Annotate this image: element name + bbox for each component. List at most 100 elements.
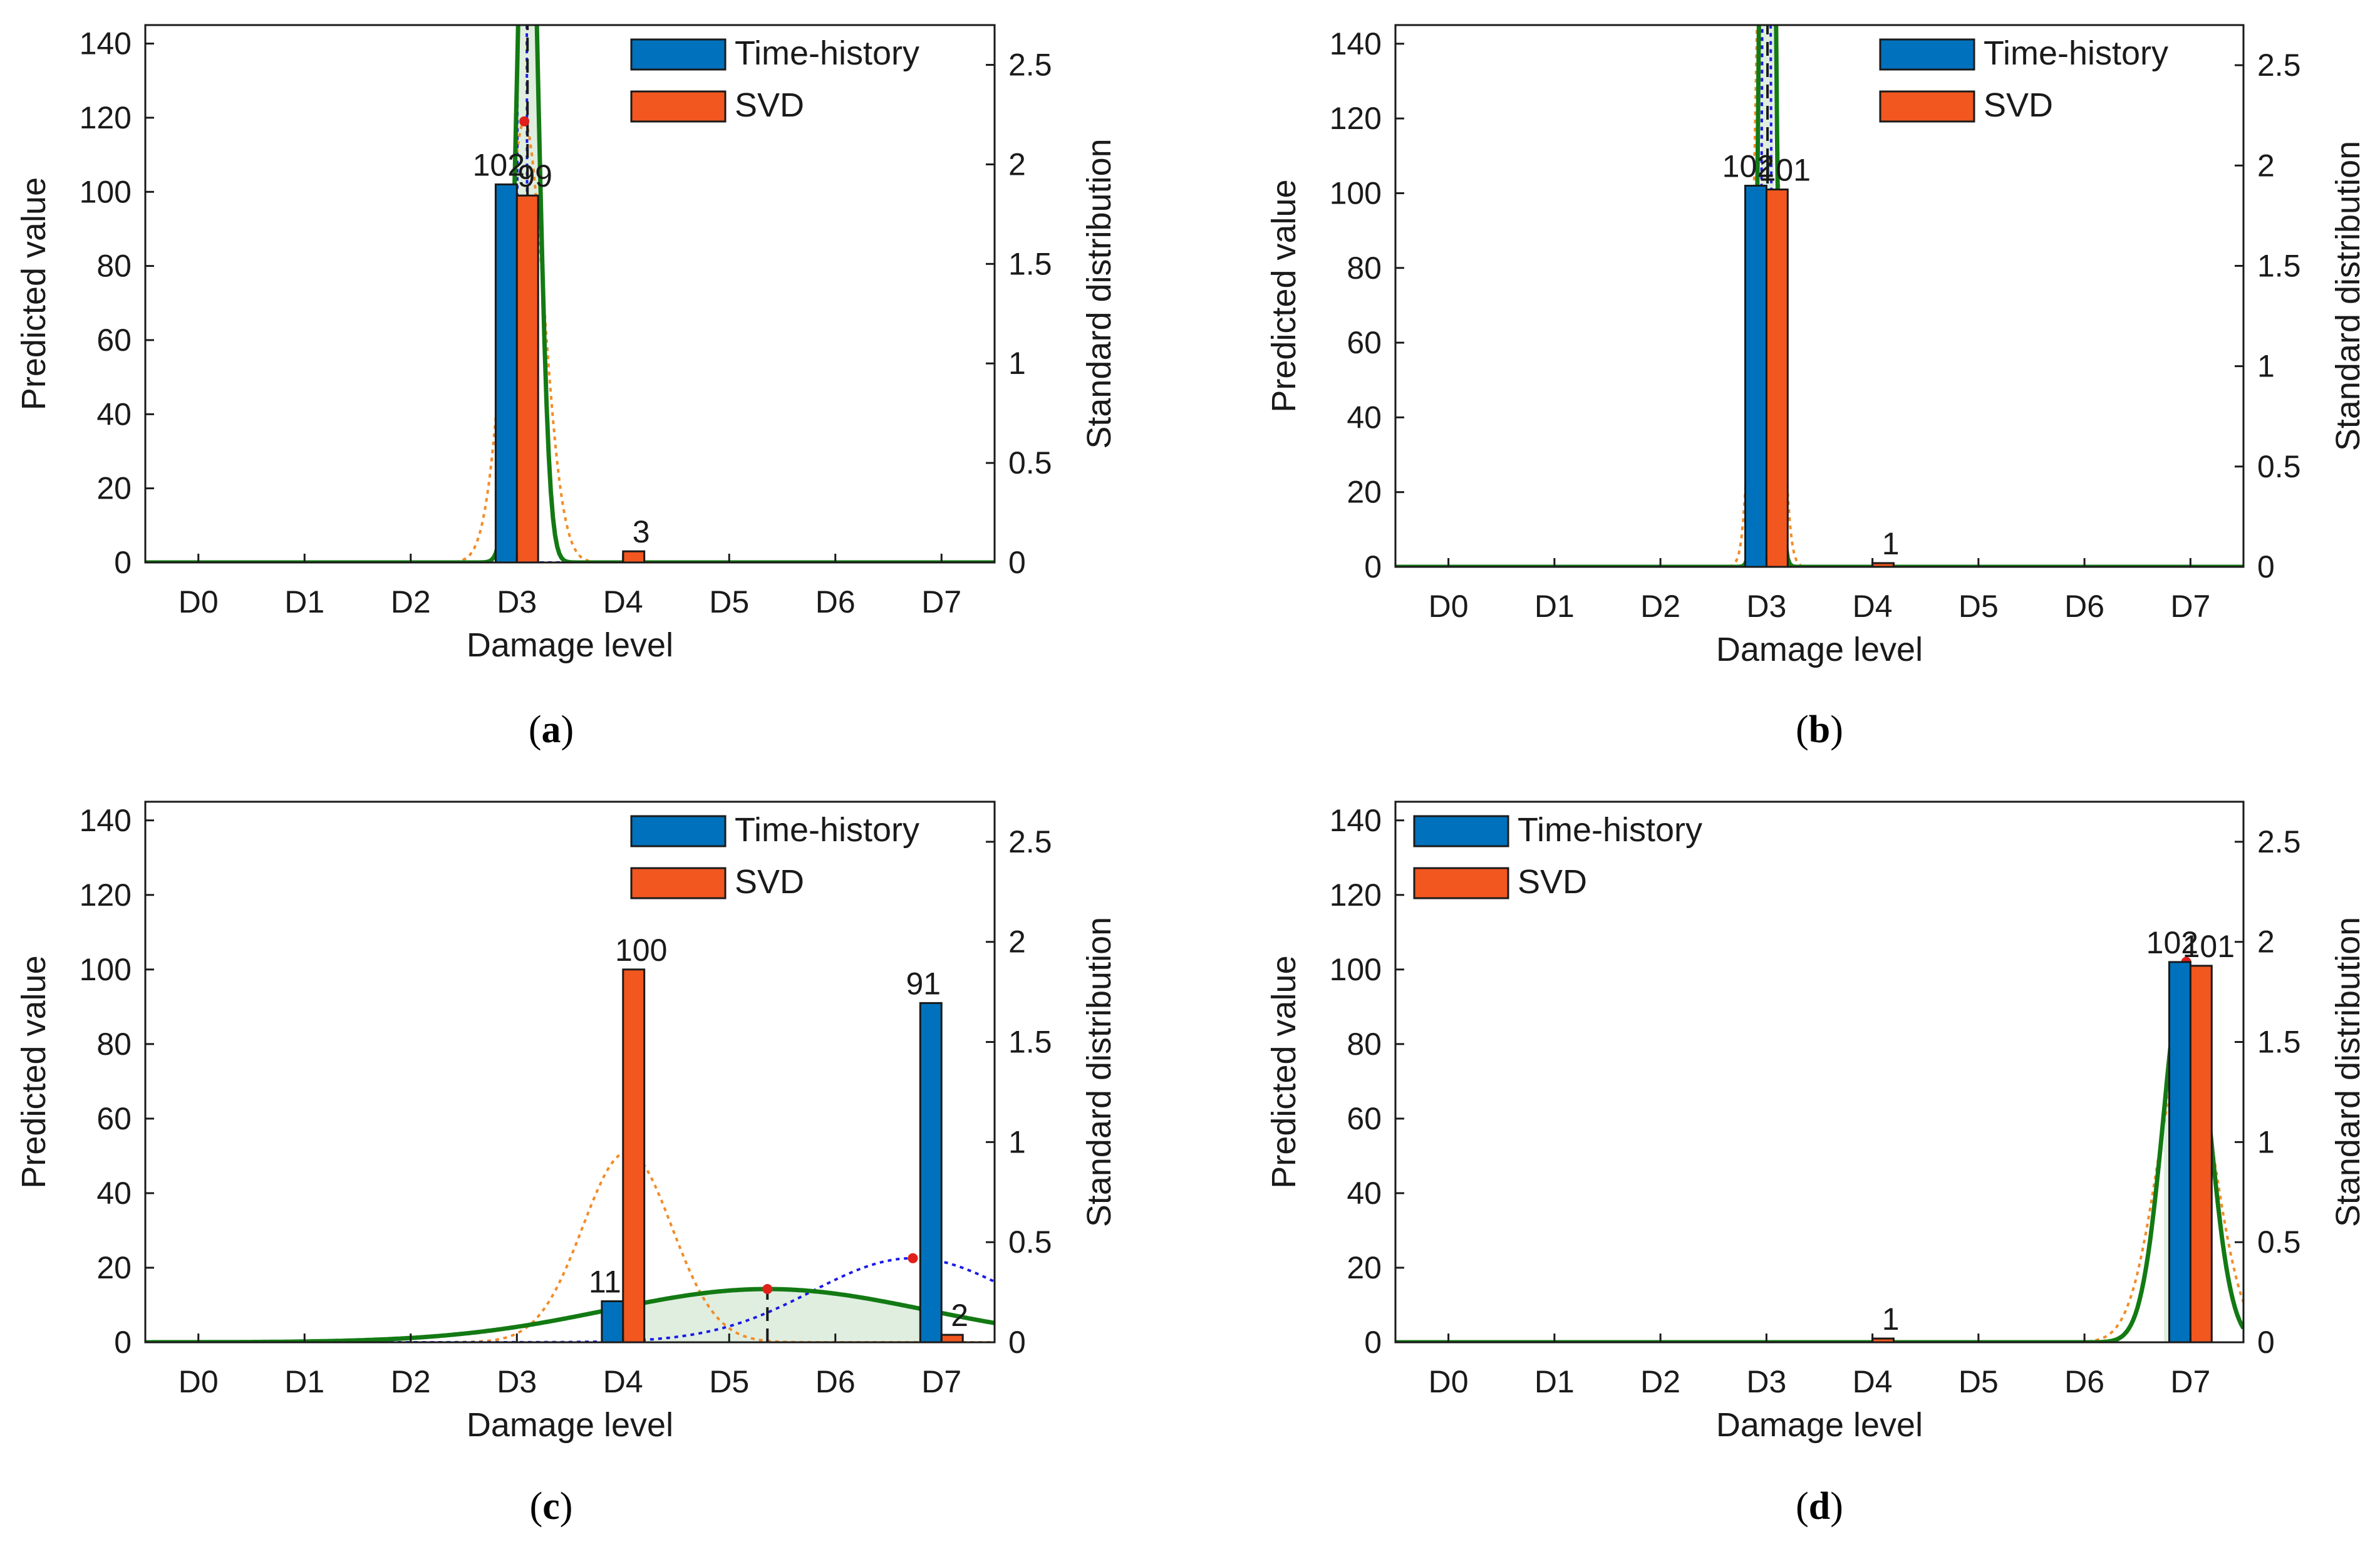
- axes-frame: [144, 800, 996, 1344]
- y-tick-label: 40: [1347, 400, 1382, 435]
- normal-distribution-curve: [1395, 959, 2243, 1342]
- y-tick-label: 140: [80, 26, 132, 61]
- y-tick-label: 20: [1347, 1250, 1382, 1285]
- legend-swatch-time-history: [630, 38, 727, 71]
- y-tick-label: 120: [80, 100, 132, 135]
- x-tick-label-D4: D4: [1853, 1364, 1893, 1399]
- y-tick-label: 80: [1347, 1027, 1382, 1062]
- legend-label-time-history: Time-history: [735, 34, 919, 72]
- data-label: 99: [517, 158, 552, 194]
- time-history-distribution-curve: [1395, 960, 2243, 1342]
- y2-tick-label: 0.5: [1008, 1225, 1052, 1260]
- y2-tick-label: 0: [2257, 549, 2275, 584]
- y-tick-label: 140: [1330, 26, 1382, 61]
- y2-tick-label: 2: [2257, 925, 2275, 960]
- x-tick-label-D1: D1: [284, 1364, 324, 1399]
- chart-panel-b: 0 20 40 60 80 100 120 140 0 0.5 1 1.5 2 2.5 D0 D1 D2 D3 D4…: [1265, 24, 2367, 751]
- caption-close-paren: ): [560, 1485, 573, 1528]
- y-tick-label: 0: [114, 545, 132, 580]
- caption-close-paren: ): [1830, 708, 1843, 751]
- chart-panel-a: 0 20 40 60 80 100 120 140 0 0.5 1 1.5 2 2.5 D0 D1 D2 D3 D4…: [15, 24, 1118, 751]
- y-tick-label: 140: [1330, 803, 1382, 838]
- mean-marker-time-history: [908, 1253, 918, 1263]
- data-label: 1: [1882, 1302, 1900, 1337]
- x-tick-label-D5: D5: [709, 1364, 749, 1399]
- x-tick-label-D5: D5: [1958, 589, 1999, 624]
- legend-label-time-history: Time-history: [1984, 34, 2168, 72]
- x-tick-label-D3: D3: [1746, 589, 1786, 624]
- y-tick-label: 40: [96, 1176, 132, 1211]
- x-tick-label-D0: D0: [1429, 1364, 1469, 1399]
- data-label: 91: [906, 966, 941, 1001]
- legend-swatch-svd: [630, 90, 727, 123]
- y-tick-label: 120: [1330, 101, 1382, 136]
- caption-open-paren: (: [529, 708, 542, 751]
- y-tick-label: 20: [96, 1250, 132, 1285]
- svd-bar-D4: [622, 550, 646, 564]
- x-tick-label-D6: D6: [815, 584, 856, 619]
- caption-open-paren: (: [530, 1485, 543, 1528]
- y-tick-label: 60: [96, 323, 132, 358]
- panel-caption: (b): [1796, 708, 1843, 751]
- data-label: 100: [615, 933, 667, 968]
- distribution-curves: [145, 1147, 995, 1342]
- mean-marker-normal: [762, 1284, 773, 1294]
- x-tick-label-D7: D7: [921, 1364, 961, 1399]
- y2-tick-label: 1: [2257, 349, 2275, 384]
- x-tick-label-D7: D7: [2170, 589, 2210, 624]
- y2-tick-label: 0.5: [1008, 445, 1052, 480]
- time-history-bar-D7: [2168, 961, 2191, 1344]
- y-tick-label: 40: [96, 396, 132, 432]
- x-tick-label-D2: D2: [1640, 589, 1680, 624]
- y2-tick-label: 2: [1008, 925, 1026, 960]
- x-tick-label-D5: D5: [709, 584, 749, 619]
- legend-swatch-svd: [630, 867, 727, 899]
- y2-tick-label: 0: [1008, 545, 1026, 580]
- y2-tick-label: 2: [1008, 147, 1026, 182]
- chart-panel-d: 0 20 40 60 80 100 120 140 0 0.5 1 1.5 2 2.5 D0 D1 D2 D3 D4…: [1265, 800, 2367, 1528]
- x-tick-label-D3: D3: [497, 584, 537, 619]
- x-tick-label-D4: D4: [603, 1364, 643, 1399]
- y2-tick-label: 1: [2257, 1124, 2275, 1159]
- y2-tick-label: 0.5: [2257, 1225, 2301, 1260]
- x-axis-label: Damage level: [467, 626, 673, 664]
- x-tick-label-D6: D6: [2064, 1364, 2104, 1399]
- caption-letter: b: [1809, 708, 1830, 751]
- legend-swatch-svd: [1413, 867, 1509, 899]
- legend-label-time-history: Time-history: [735, 811, 919, 849]
- mean-marker-svd: [519, 116, 530, 127]
- y2-tick-label: 2.5: [2257, 48, 2301, 83]
- y2-axis-label: Standard distribution: [2329, 917, 2367, 1227]
- svd-bar-D3: [1765, 189, 1789, 568]
- x-tick-label-D1: D1: [284, 584, 324, 619]
- y2-tick-label: 2.5: [1008, 824, 1052, 859]
- y2-axis-label: Standard distribution: [2329, 141, 2367, 451]
- y-tick-label: 0: [1364, 1325, 1382, 1360]
- panel-caption: (a): [529, 708, 574, 751]
- y-tick-label: 80: [1347, 251, 1382, 286]
- x-tick-label-D2: D2: [1640, 1364, 1680, 1399]
- axes-frame: [1394, 800, 2245, 1344]
- svd-bar-D7: [940, 1334, 964, 1344]
- time-history-bar-D4: [601, 1300, 624, 1344]
- y2-tick-label: 1.5: [1008, 1025, 1052, 1060]
- legend-label-svd: SVD: [1984, 86, 2053, 124]
- normal-distribution-curve: [145, 25, 995, 562]
- y2-tick-label: 0: [1008, 1325, 1026, 1360]
- x-axis-label: Damage level: [1716, 631, 1923, 668]
- legend-swatch-time-history: [1879, 38, 1975, 71]
- y-tick-label: 120: [80, 878, 132, 913]
- data-label: 102: [2146, 925, 2198, 960]
- time-history-distribution-curve: [145, 25, 995, 562]
- data-label: 3: [633, 514, 650, 549]
- x-tick-label-D5: D5: [1958, 1364, 1999, 1399]
- caption-letter: c: [542, 1485, 560, 1528]
- svd-bar-D7: [2189, 965, 2213, 1344]
- y2-tick-label: 0.5: [2257, 449, 2301, 484]
- y2-tick-label: 0: [2257, 1325, 2275, 1360]
- data-label: 1: [1882, 526, 1900, 561]
- legend-swatch-time-history: [630, 815, 727, 847]
- x-tick-label-D0: D0: [1429, 589, 1469, 624]
- data-label: 11: [589, 1265, 621, 1300]
